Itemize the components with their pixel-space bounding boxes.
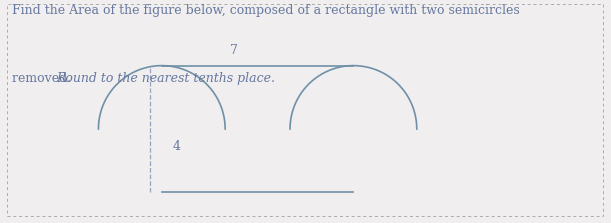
Text: Find the Area of the figure below, composed of a rectangle with two semicircles: Find the Area of the figure below, compo… [12,4,520,17]
Text: 4: 4 [173,140,181,153]
Text: 7: 7 [230,44,238,57]
Text: Round to the nearest tenths place.: Round to the nearest tenths place. [56,72,275,85]
Text: removed.: removed. [12,72,75,85]
